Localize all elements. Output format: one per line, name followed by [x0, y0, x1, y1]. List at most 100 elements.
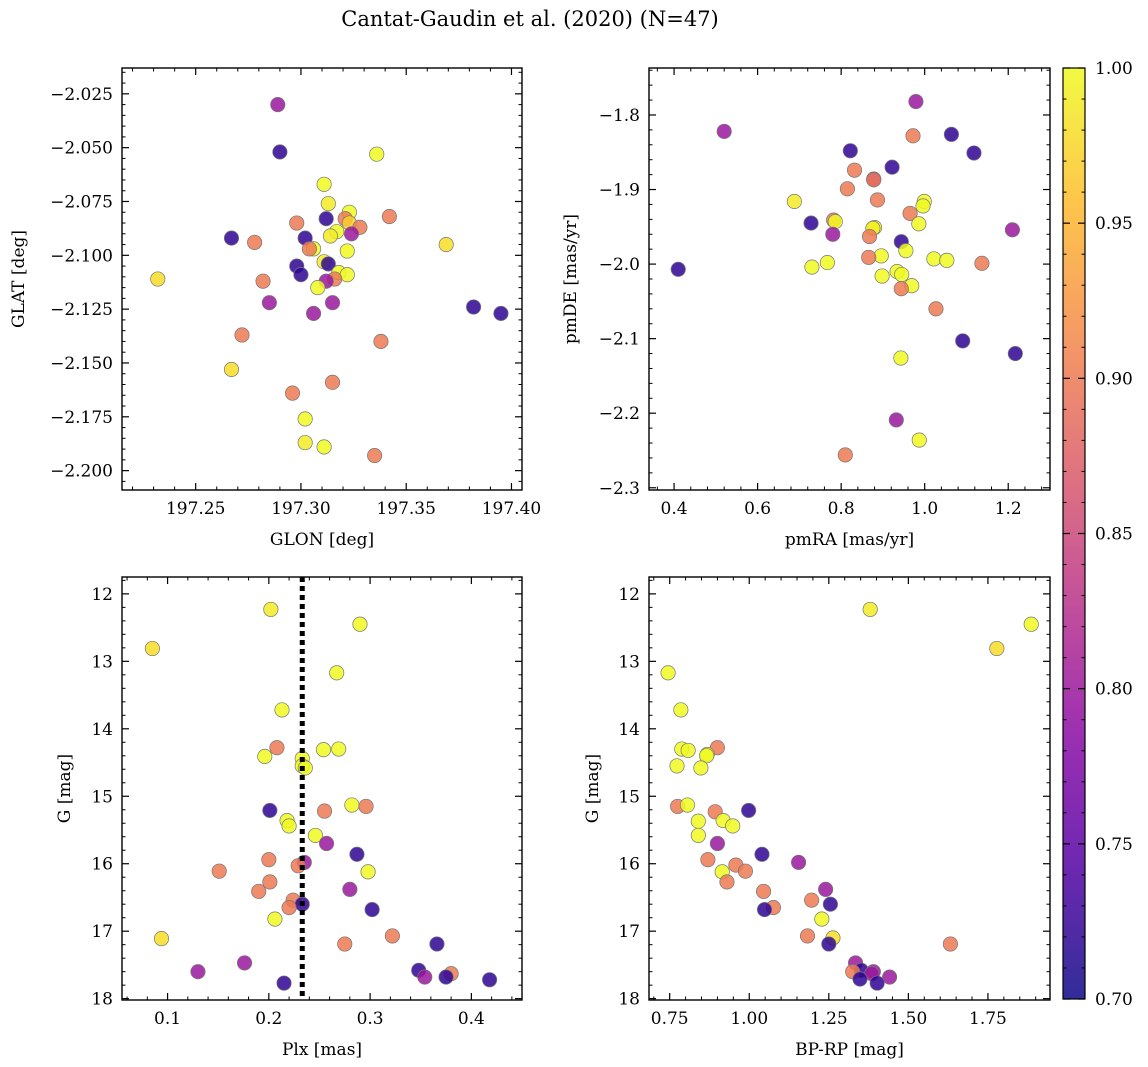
data-point — [837, 447, 853, 463]
data-point — [373, 333, 389, 349]
data-point — [905, 128, 921, 144]
data-point — [384, 928, 400, 944]
data-point — [869, 975, 885, 991]
data-point — [369, 146, 385, 162]
data-point — [846, 162, 863, 178]
ytick-label: −1.9 — [599, 181, 640, 201]
x-axis-label: pmRA [mas/yr] — [785, 530, 914, 550]
data-point — [754, 846, 770, 862]
data-point — [360, 864, 376, 880]
data-point — [818, 881, 834, 897]
xtick-label: 0.3 — [357, 1009, 384, 1029]
data-point — [349, 846, 365, 862]
data-point — [324, 374, 341, 390]
y-axis-label: G [mag] — [55, 754, 75, 823]
ytick-label: −2.025 — [50, 85, 113, 105]
data-point — [262, 802, 278, 818]
xtick-label: 0.75 — [651, 1009, 689, 1029]
data-point — [289, 215, 305, 231]
ytick-label: −2.1 — [599, 330, 640, 350]
axes-frame — [121, 67, 523, 491]
data-point — [869, 192, 886, 208]
data-point — [324, 295, 341, 311]
data-point — [866, 172, 882, 188]
ytick-label: 15 — [91, 787, 113, 807]
data-point — [827, 214, 843, 230]
x-axis-label: Plx [mas] — [282, 1040, 362, 1060]
y-axis-label: pmDE [mas/yr] — [561, 214, 581, 344]
colorbar-tick-label: 1.00 — [1095, 59, 1133, 79]
data-point — [319, 835, 335, 852]
points-plx — [144, 601, 498, 991]
ticks-plx — [122, 577, 522, 1000]
colorbar-gradient — [1063, 68, 1085, 999]
data-point — [693, 760, 709, 776]
data-point — [819, 255, 835, 271]
colorbar-tick-label: 0.85 — [1095, 525, 1133, 545]
data-point — [316, 803, 333, 819]
data-point — [719, 874, 735, 890]
subplot-plx: 0.1 0.2 0.3 0.4 12 13 14 15 16 17 18 Plx [mas] G [ma… — [55, 576, 523, 1060]
data-point — [939, 252, 955, 268]
data-point — [955, 333, 971, 349]
data-point — [310, 280, 326, 296]
xtick-label: 197.35 — [376, 499, 435, 519]
ytick-label: 14 — [91, 720, 113, 740]
data-point — [329, 665, 345, 681]
data-point — [989, 640, 1005, 657]
data-point — [337, 936, 353, 952]
ytick-label: 16 — [91, 855, 113, 875]
data-point — [257, 748, 273, 765]
data-point — [262, 874, 278, 890]
data-point — [756, 883, 772, 899]
data-point — [247, 234, 263, 250]
data-point — [272, 144, 288, 160]
ytick-label: 17 — [618, 922, 640, 942]
data-point — [255, 273, 271, 289]
data-point — [852, 971, 868, 987]
data-point — [821, 936, 837, 952]
ytick-label: −2.200 — [50, 462, 113, 482]
data-point — [804, 892, 820, 908]
data-point — [331, 741, 347, 757]
ytick-label: −2.175 — [50, 408, 113, 428]
data-point — [942, 936, 958, 952]
data-point — [804, 259, 820, 275]
subplot-cmd: 0.75 1.00 1.25 1.50 1.75 12 13 14 15 16 17 18 BP-RP … — [583, 576, 1051, 1060]
ytick-label: 14 — [618, 720, 640, 740]
data-point — [429, 936, 445, 952]
data-point — [307, 827, 323, 843]
data-point — [893, 281, 909, 297]
data-point — [320, 196, 336, 212]
data-point — [144, 640, 160, 657]
ticks-pm — [649, 68, 1050, 490]
data-point — [318, 211, 334, 227]
data-point — [842, 143, 858, 159]
data-point — [673, 702, 689, 718]
points-pm — [670, 94, 1023, 463]
x-axis-label: BP-RP [mag] — [795, 1040, 904, 1060]
ytick-label: −2.075 — [50, 192, 113, 212]
data-point — [339, 243, 355, 259]
data-point — [316, 439, 332, 455]
data-point — [320, 256, 336, 272]
data-point — [339, 267, 355, 283]
data-point — [884, 159, 900, 175]
xtick-label: 1.0 — [911, 499, 938, 519]
data-point — [894, 266, 910, 283]
data-point — [974, 255, 990, 271]
data-point — [716, 123, 732, 139]
data-point — [234, 327, 250, 343]
points-skypos — [150, 97, 509, 464]
data-point — [822, 896, 838, 912]
ytick-label: 17 — [91, 922, 113, 942]
data-point — [223, 361, 240, 377]
data-point — [700, 852, 716, 868]
data-point — [306, 305, 322, 321]
data-point — [825, 226, 841, 242]
data-point — [223, 230, 240, 246]
axes-group: 197.25 197.30 197.35 197.40 −2.200 −2.175 −2.1… — [9, 67, 1051, 1060]
ytick-label: 15 — [618, 787, 640, 807]
data-point — [263, 601, 279, 617]
